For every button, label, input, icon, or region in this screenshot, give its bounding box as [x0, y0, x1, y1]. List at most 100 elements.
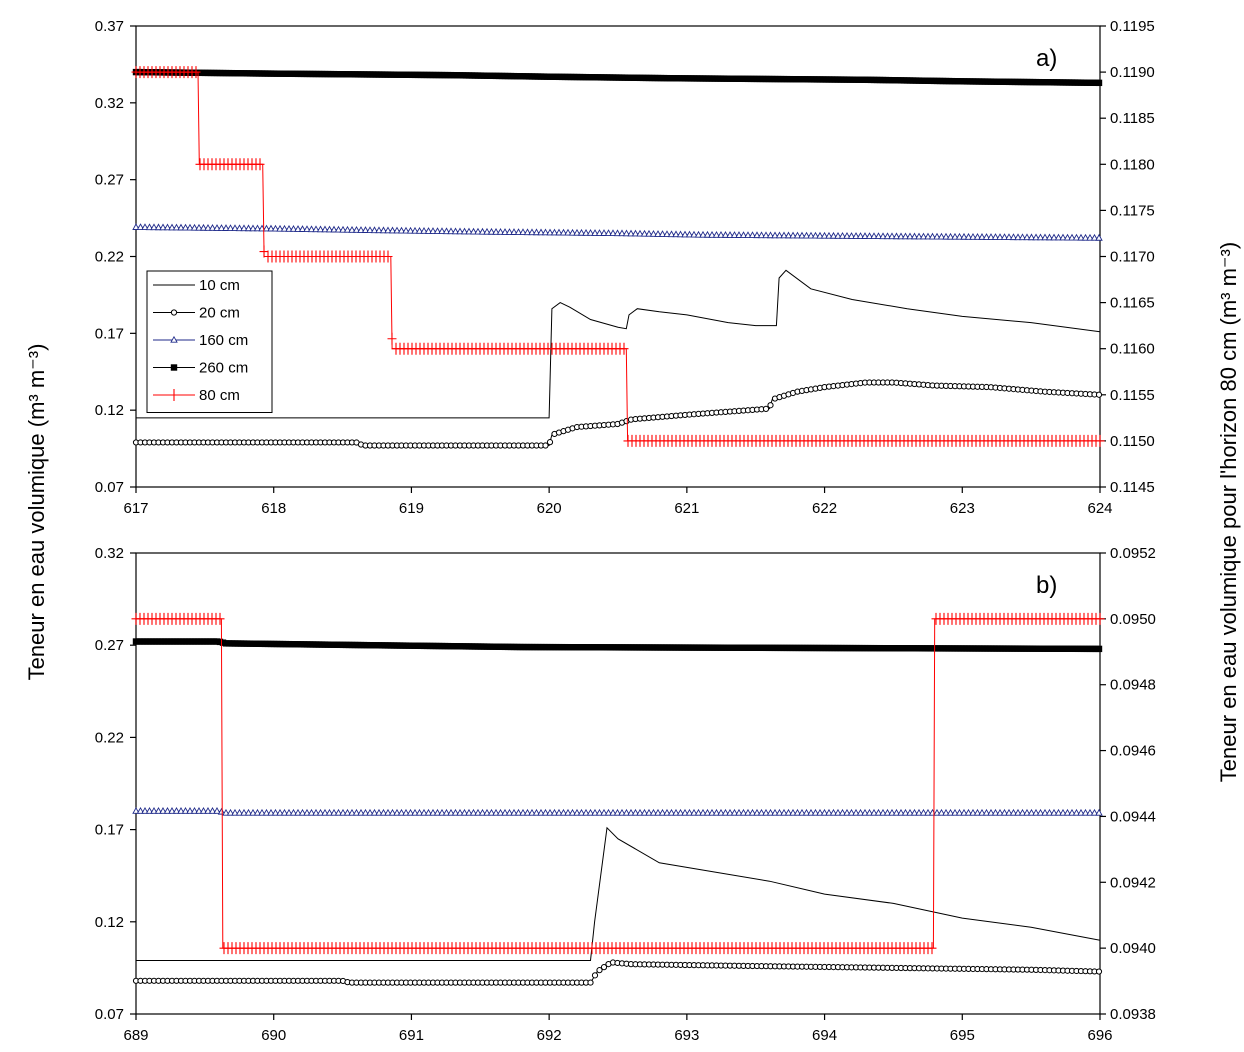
marker-160-cm — [474, 808, 482, 816]
marker-160-cm — [699, 230, 707, 238]
marker-160-cm — [1050, 808, 1058, 816]
marker-160-cm — [438, 227, 446, 235]
marker-160-cm — [172, 223, 181, 231]
marker-160-cm — [199, 807, 208, 814]
marker-160-cm — [798, 808, 806, 816]
marker-160-cm — [289, 808, 298, 816]
y-right-tick-label: 0.0948 — [1110, 677, 1156, 694]
marker-160-cm — [600, 808, 608, 816]
marker-160-cm — [1041, 808, 1049, 816]
marker-160-cm — [1081, 233, 1090, 241]
marker-80-cm — [927, 942, 937, 955]
marker-160-cm — [1072, 233, 1081, 241]
marker-160-cm — [1081, 808, 1090, 816]
marker-160-cm — [546, 808, 554, 816]
right-axis-label: Teneur en eau volumique pour l'horizon 8… — [1216, 242, 1241, 782]
marker-20-cm — [546, 439, 554, 446]
marker-160-cm — [690, 808, 698, 816]
y-right-tick-label: 0.1150 — [1110, 433, 1155, 450]
marker-80-cm — [387, 332, 397, 345]
marker-160-cm — [150, 223, 158, 231]
legend-marker — [170, 364, 178, 371]
marker-160-cm — [235, 808, 244, 816]
marker-160-cm — [352, 226, 361, 233]
marker-20-cm — [596, 967, 603, 974]
marker-160-cm — [789, 808, 797, 816]
marker-160-cm — [541, 228, 550, 236]
marker-160-cm — [298, 225, 307, 232]
series-10-cm — [136, 269, 1101, 419]
marker-160-cm — [420, 808, 428, 816]
marker-160-cm — [874, 808, 883, 816]
marker-160-cm — [600, 229, 608, 236]
marker-160-cm — [942, 232, 950, 240]
marker-160-cm — [924, 232, 932, 240]
x-tick-label: 694 — [812, 1027, 837, 1044]
marker-160-cm — [627, 808, 635, 816]
marker-160-cm — [204, 223, 212, 231]
marker-160-cm — [523, 808, 532, 816]
marker-160-cm — [343, 225, 352, 233]
marker-160-cm — [883, 808, 892, 816]
y-left-tick-label: 0.07 — [95, 479, 124, 496]
marker-160-cm — [267, 808, 275, 816]
marker-160-cm — [555, 808, 563, 816]
marker-160-cm — [622, 229, 631, 237]
x-tick-label: 693 — [674, 1027, 699, 1044]
marker-160-cm — [258, 808, 266, 816]
marker-160-cm — [640, 229, 649, 237]
marker-160-cm — [690, 230, 698, 238]
y-right-tick-label: 0.0946 — [1110, 743, 1156, 760]
marker-160-cm — [654, 808, 662, 816]
marker-160-cm — [519, 228, 527, 236]
marker-160-cm — [978, 233, 986, 240]
marker-160-cm — [177, 223, 185, 231]
marker-160-cm — [253, 808, 262, 816]
marker-160-cm — [937, 808, 946, 816]
marker-160-cm — [726, 231, 734, 238]
marker-160-cm — [298, 808, 307, 816]
marker-160-cm — [1068, 233, 1076, 241]
marker-160-cm — [303, 808, 311, 816]
x-tick-label: 623 — [950, 500, 975, 517]
legend-marker — [170, 335, 178, 343]
marker-160-cm — [919, 808, 928, 816]
marker-160-cm — [195, 223, 203, 231]
marker-160-cm — [649, 229, 658, 237]
marker-160-cm — [1009, 233, 1018, 241]
y-right-tick-label: 0.1160 — [1110, 341, 1155, 358]
marker-160-cm — [325, 225, 334, 233]
marker-160-cm — [582, 808, 590, 816]
marker-160-cm — [865, 808, 874, 816]
marker-160-cm — [622, 808, 631, 816]
marker-160-cm — [240, 808, 248, 816]
marker-160-cm — [208, 224, 217, 231]
series-80-cm — [131, 612, 1105, 955]
marker-160-cm — [370, 226, 379, 234]
marker-160-cm — [375, 808, 383, 816]
marker-160-cm — [451, 227, 460, 235]
marker-160-cm — [748, 231, 757, 239]
marker-160-cm — [181, 223, 190, 231]
marker-160-cm — [1077, 233, 1085, 241]
x-tick-label: 695 — [950, 1027, 975, 1044]
marker-160-cm — [676, 230, 685, 238]
marker-160-cm — [217, 807, 226, 815]
marker-160-cm — [762, 808, 770, 816]
marker-160-cm — [658, 808, 667, 816]
marker-160-cm — [186, 807, 194, 814]
marker-160-cm — [613, 229, 622, 237]
marker-160-cm — [424, 227, 433, 234]
marker-160-cm — [771, 231, 779, 239]
marker-20-cm — [762, 405, 770, 412]
marker-160-cm — [717, 808, 725, 816]
marker-160-cm — [681, 808, 689, 816]
marker-160-cm — [847, 232, 856, 239]
marker-160-cm — [1023, 808, 1031, 816]
marker-160-cm — [627, 229, 635, 237]
marker-160-cm — [312, 225, 320, 233]
marker-160-cm — [861, 232, 869, 239]
y-left-tick-label: 0.32 — [95, 545, 124, 562]
marker-160-cm — [874, 232, 883, 240]
marker-160-cm — [897, 808, 905, 816]
